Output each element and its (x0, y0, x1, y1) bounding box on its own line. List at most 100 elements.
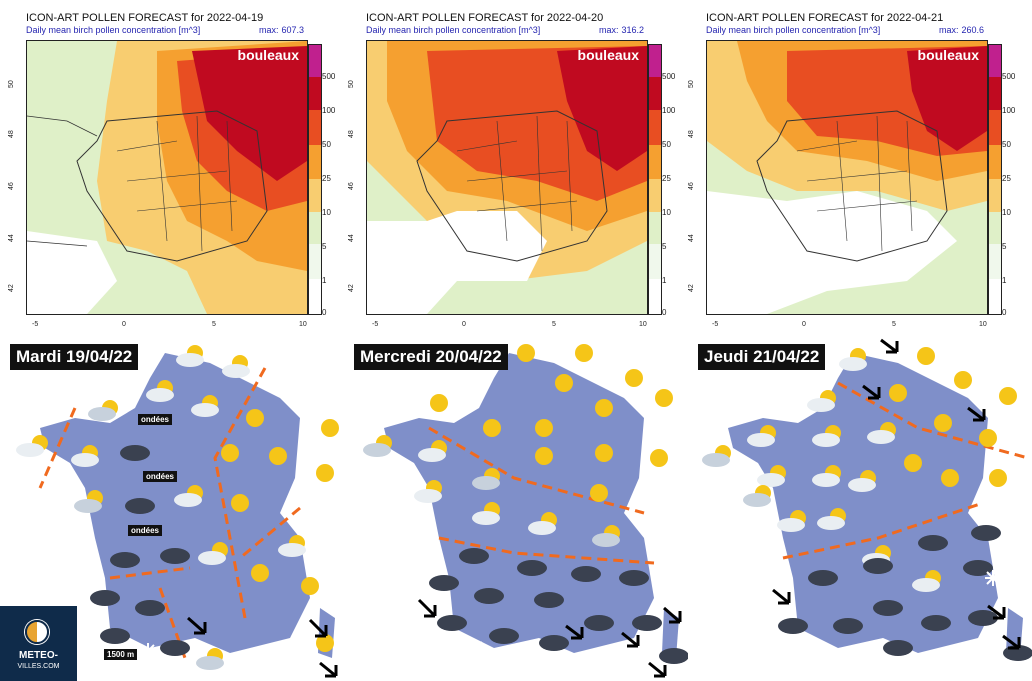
wind-arrow-icon (772, 588, 791, 605)
rain-cloud-icon (90, 590, 120, 606)
colorbar-label: 0 (662, 308, 667, 317)
hazy-sun-icon (246, 409, 264, 427)
y-tick-label: 42 (348, 284, 355, 292)
rain-cloud-icon (474, 588, 504, 604)
max-value: 607.3 (281, 25, 304, 35)
colorbar (648, 44, 662, 315)
sun-icon (517, 344, 535, 362)
rain-cloud-icon (968, 610, 998, 626)
dark-cloud-icon (808, 570, 838, 586)
pollen-panel-3: ICON-ART POLLEN FORECAST for 2022-04-21 … (680, 0, 1020, 335)
max-value: 316.2 (621, 25, 644, 35)
max-label: max: (598, 25, 619, 35)
hazy-sun-icon (430, 394, 448, 412)
wind-arrow-icon (967, 406, 986, 422)
logo-text: VILLES.COM (17, 663, 60, 670)
y-tick-label: 50 (8, 80, 15, 88)
wind-arrow-icon (987, 604, 1006, 620)
rain-cloud-icon (539, 635, 569, 651)
pollen-title: ICON-ART POLLEN FORECAST for 2022-04-21 (706, 12, 944, 24)
sun-cloud-icon (912, 570, 941, 592)
sun-cloud-icon (812, 465, 841, 487)
sun-cloud-icon (74, 490, 103, 513)
y-tick-label: 46 (688, 182, 695, 190)
sun-cloud-icon (278, 535, 306, 557)
colorbar-label: 5 (322, 242, 327, 251)
snow-altitude-tag: 1500 m (104, 649, 138, 660)
x-tick-label: 5 (892, 321, 896, 328)
sun-icon (889, 384, 907, 402)
x-tick-label: 0 (122, 321, 126, 328)
rain-cloud-icon (778, 618, 808, 634)
rain-cloud-icon (921, 615, 951, 631)
sun-cloud-icon (418, 440, 447, 462)
x-tick-label: 0 (462, 321, 466, 328)
colorbar-label: 25 (1002, 174, 1011, 183)
pollen-max: max: 607.3 (256, 25, 304, 35)
hazy-sun-icon (231, 494, 249, 512)
sun-cloud-icon (414, 480, 442, 503)
pollen-panel-2: ICON-ART POLLEN FORECAST for 2022-04-20 … (340, 0, 680, 335)
sun-cloud-icon (176, 345, 204, 367)
pollen-max: max: 316.2 (596, 25, 644, 35)
species-label: bouleaux (577, 47, 639, 63)
pollen-map-svg (707, 41, 987, 314)
sun-cloud-icon (817, 508, 846, 530)
x-tick-label: -5 (32, 321, 39, 328)
wind-arrow-icon (319, 661, 338, 678)
pollen-subtitle: Daily mean birch pollen concentration [m… (26, 25, 201, 35)
weather-map-svg (702, 338, 1032, 664)
dark-cloud-icon (125, 498, 155, 514)
logo-text: METEO- (19, 650, 58, 661)
pollen-map: bouleaux (706, 40, 988, 315)
sun-cloud-icon (528, 512, 557, 535)
showers-tag: ondées (138, 414, 173, 425)
hazy-sun-icon (650, 449, 668, 467)
meteo-villes-logo: METEO- VILLES.COM (0, 606, 77, 681)
wind-arrow-icon (308, 618, 328, 638)
hazy-sun-icon (625, 369, 643, 387)
logo-icon (25, 620, 49, 644)
sun-cloud-icon (198, 542, 228, 565)
sun-cloud-icon (747, 425, 776, 447)
colorbar-label: 10 (322, 208, 331, 217)
max-value: 260.6 (961, 25, 984, 35)
hazy-sun-icon (535, 419, 553, 437)
hazy-sun-icon (904, 454, 922, 472)
dark-cloud-icon (918, 535, 948, 551)
x-tick-label: -5 (372, 321, 379, 328)
colorbar-label: 500 (322, 72, 336, 81)
colorbar-label: 5 (1002, 242, 1007, 251)
pollen-max: max: 260.6 (936, 25, 984, 35)
rain-cloud-icon (584, 615, 614, 631)
x-tick-label: 0 (802, 321, 806, 328)
colorbar (308, 44, 322, 315)
snowflake-icon (140, 643, 156, 659)
sun-cloud-icon (867, 422, 896, 444)
y-tick-label: 44 (688, 234, 695, 242)
dark-cloud-icon (571, 566, 601, 582)
weather-map-svg (16, 345, 339, 678)
wind-arrow-icon (417, 598, 437, 618)
sun-icon (251, 564, 269, 582)
colorbar-label: 50 (1002, 140, 1011, 149)
rain-cloud-icon (135, 600, 165, 616)
rain-cloud-icon (100, 628, 130, 644)
dark-cloud-icon (120, 445, 150, 461)
y-tick-label: 48 (348, 130, 355, 138)
y-tick-label: 42 (8, 284, 15, 292)
sun-icon (954, 371, 972, 389)
sun-cloud-icon (71, 445, 99, 467)
wind-arrow-icon (648, 661, 667, 678)
rain-cloud-icon (632, 615, 662, 631)
sun-icon (316, 634, 334, 652)
y-tick-label: 48 (8, 130, 15, 138)
colorbar-label: 1 (662, 276, 667, 285)
dark-cloud-icon (459, 548, 489, 564)
pollen-subtitle: Daily mean birch pollen concentration [m… (366, 25, 541, 35)
day-label: Mardi 19/04/22 (10, 344, 139, 370)
y-tick-label: 44 (8, 234, 15, 242)
hazy-sun-icon (483, 419, 501, 437)
sun-cloud-icon (702, 445, 731, 467)
